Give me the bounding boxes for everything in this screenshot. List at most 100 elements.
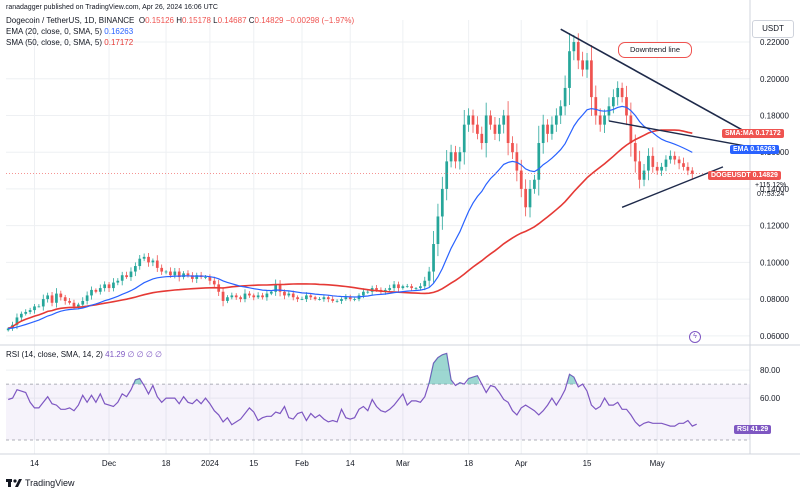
candle-body (559, 106, 563, 116)
candle-body (226, 297, 229, 301)
rsi-line (8, 352, 697, 427)
candle-body (24, 311, 28, 314)
candle-body (164, 271, 168, 273)
price-tick-label: 0.12000 (760, 222, 789, 231)
rsi-legend[interactable]: RSI (14, close, SMA, 14, 2) 41.29 ∅ ∅ ∅ … (6, 350, 162, 359)
rsi-overbought-fill (426, 353, 454, 385)
time-tick-label: 15 (583, 459, 592, 468)
time-tick-label: 18 (162, 459, 171, 468)
candle-body (234, 295, 238, 298)
rsi-label: RSI (14, close, SMA, 14, 2) (6, 350, 103, 359)
candle-body (112, 282, 115, 289)
candle-body (239, 297, 242, 300)
triangle-lower-line (621, 166, 724, 208)
tradingview-logo-icon (6, 479, 22, 487)
candle-body (436, 216, 440, 245)
candle-body (585, 60, 589, 70)
last-change-tag: +115.12% (755, 182, 787, 189)
candle-body (142, 256, 146, 259)
candle-body (287, 293, 291, 296)
candle-body (204, 277, 207, 278)
candle-body (432, 244, 435, 272)
price-tick-label: 0.20000 (760, 75, 789, 84)
rsi-overbought-fill (133, 378, 142, 385)
candle-body (576, 42, 580, 61)
candle-body (568, 51, 571, 88)
candle-body (107, 284, 111, 289)
lightning-icon[interactable]: ϟ (689, 331, 701, 343)
candle-body (63, 297, 67, 301)
candle-body (120, 275, 124, 281)
low-label: L (213, 16, 218, 25)
downtrend-annotation[interactable]: Downtrend line (618, 42, 692, 58)
candle-body (572, 42, 576, 52)
candle-body (15, 317, 19, 325)
sma-value: 0.17172 (104, 38, 134, 47)
candle-body (550, 124, 554, 134)
candle-body (98, 288, 102, 292)
candle-body (195, 275, 199, 279)
candle-body (449, 152, 453, 162)
candle-body (462, 124, 466, 153)
candle-body (326, 297, 330, 300)
candle-body (519, 170, 523, 189)
candle-body (81, 300, 85, 305)
candle-body (76, 304, 80, 307)
candle-body (620, 87, 624, 98)
candle-body (397, 284, 400, 289)
time-tick-label: 14 (30, 459, 39, 468)
last-tag-value: 0.14829 (752, 172, 778, 179)
candle-body (668, 155, 672, 160)
candle-body (616, 87, 620, 98)
ema-legend[interactable]: EMA (20, close, 0, SMA, 5) 0.16263 (6, 27, 133, 36)
last-price-tag: DOGEUSDT 0.14829 (708, 171, 781, 180)
currency-button[interactable]: USDT (752, 20, 794, 38)
candle-body (414, 288, 418, 289)
sma-tag-value: 0.17172 (755, 130, 781, 137)
candle-body (677, 159, 681, 164)
rsi-overbought-fill (457, 382, 463, 385)
change-value: −0.00298 (−1.97%) (285, 16, 355, 25)
candle-body (305, 295, 308, 300)
close-label: C (248, 16, 255, 25)
candle-body (440, 188, 444, 217)
candle-body (243, 293, 247, 300)
sma-price-tag: SMA:MA 0.17172 (722, 129, 784, 138)
candle-body (502, 115, 506, 125)
candle-body (537, 143, 541, 180)
candle-body (155, 260, 159, 268)
price-tick-label: 0.22000 (760, 38, 789, 47)
rsi-band (6, 384, 750, 441)
candle-body (467, 115, 470, 125)
candle-body (642, 170, 646, 180)
rsi-value: 41.29 (105, 350, 126, 359)
candle-body (85, 295, 89, 301)
candle-body (261, 295, 264, 298)
candle-body (28, 310, 32, 312)
footer-brand[interactable]: TradingView (6, 478, 75, 488)
candle-body (41, 299, 45, 307)
rsi-tick-label: 60.00 (760, 394, 781, 403)
price-tick-label: 0.08000 (760, 295, 789, 304)
candle-body (625, 97, 628, 116)
candle-body (340, 299, 343, 301)
candle-body (375, 288, 378, 290)
time-tick-label: 18 (464, 459, 473, 468)
candle-body (278, 284, 282, 292)
candle-body (256, 295, 260, 298)
triangle-upper-line (608, 120, 750, 148)
candle-body (208, 277, 212, 281)
candle-body (309, 295, 313, 298)
sma-label: SMA (50, close, 0, SMA, 5) (6, 38, 103, 47)
sma-legend[interactable]: SMA (50, close, 0, SMA, 5) 0.17172 (6, 38, 133, 47)
symbol-name[interactable]: Dogecoin / TetherUS, 1D, BINANCE (6, 16, 135, 25)
sma-tag-name: SMA:MA (725, 130, 754, 137)
candle-body (427, 271, 431, 281)
candle-body (230, 295, 234, 298)
candle-body (252, 295, 256, 298)
time-tick-label: Apr (515, 459, 528, 468)
candle-body (594, 97, 598, 116)
candle-body (291, 293, 295, 298)
candle-body (554, 115, 558, 125)
sma-50-line (7, 129, 693, 330)
